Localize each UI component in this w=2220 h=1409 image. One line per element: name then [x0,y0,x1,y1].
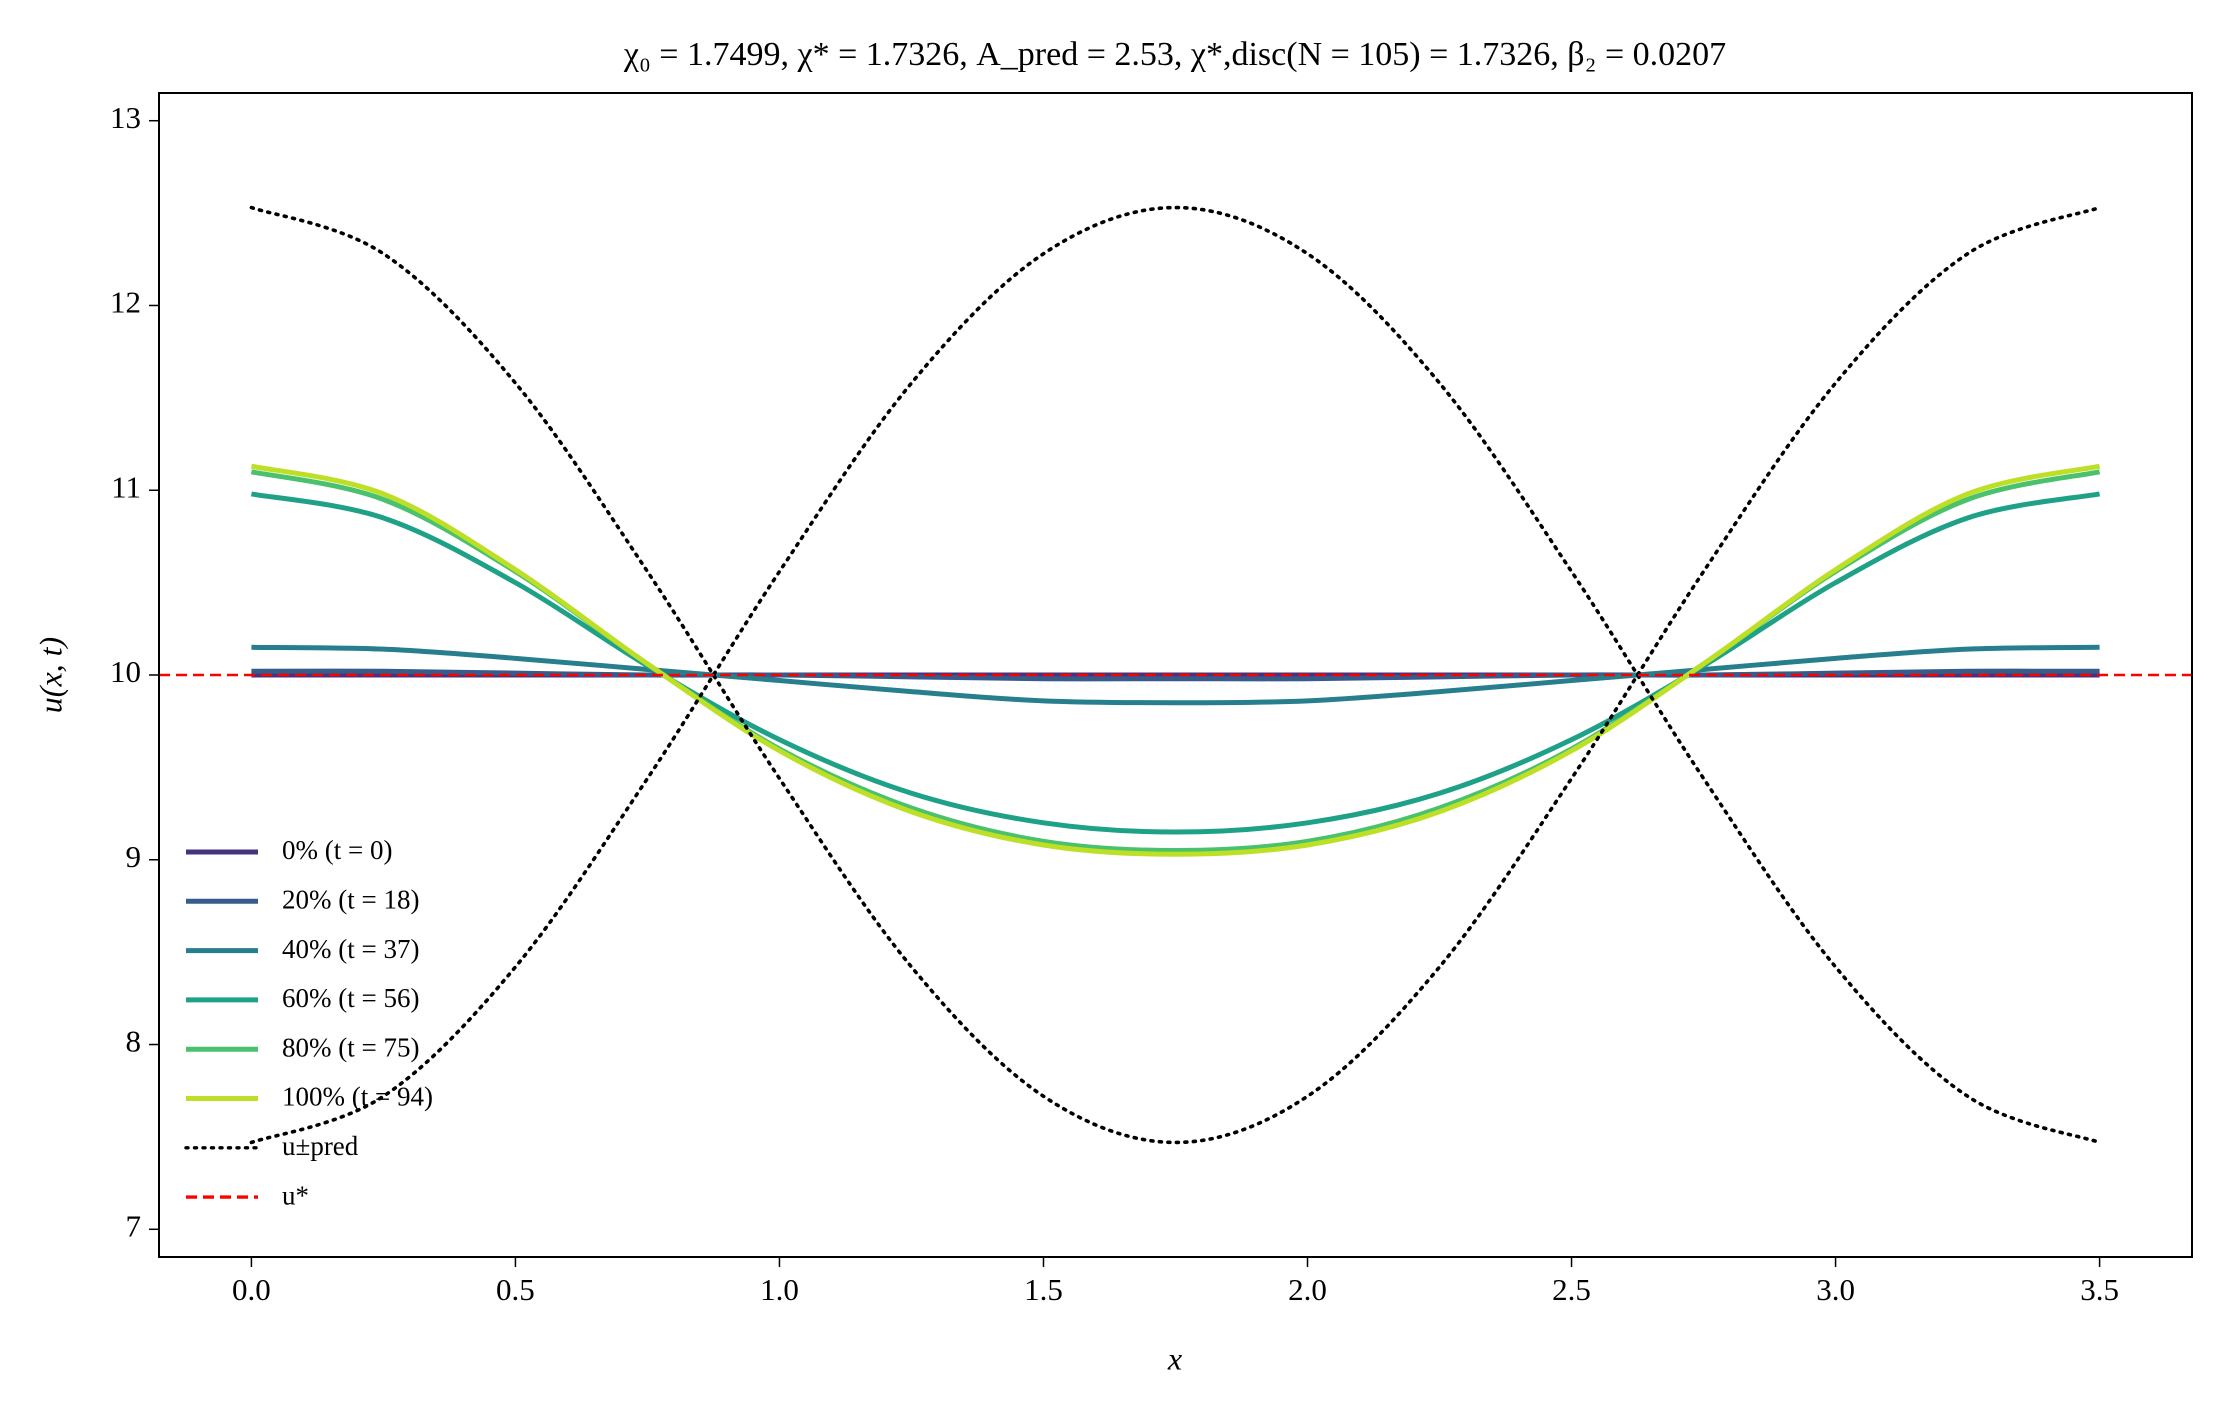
y-tick-label: 7 [126,1208,142,1243]
x-tick-label: 3.0 [1816,1272,1855,1307]
legend-label: 40% (t = 37) [282,934,419,964]
x-tick-label: 2.0 [1288,1272,1327,1307]
legend-label: 60% (t = 56) [282,983,419,1013]
x-tick-label: 1.5 [1024,1272,1063,1307]
x-tick-label: 0.0 [232,1272,271,1307]
legend-label: 20% (t = 18) [282,885,419,915]
y-axis-label: u(x, t) [32,637,68,713]
y-tick-label: 13 [110,100,141,135]
legend-label: 80% (t = 75) [282,1032,419,1062]
y-tick-label: 8 [126,1024,142,1059]
series-line [250,491,2101,835]
x-tick-label: 1.0 [760,1272,799,1307]
y-tick-label: 9 [126,839,142,874]
x-tick-label: 3.5 [2080,1272,2119,1307]
series-line [251,644,2100,706]
y-tick-label: 12 [110,285,141,320]
legend-label: 0% (t = 0) [282,835,392,865]
legend-label: u±pred [282,1131,359,1161]
y-tick-label: 11 [111,469,141,504]
series-line [249,205,2102,1145]
series-line [250,463,2101,857]
y-tick-label: 10 [110,654,141,689]
axes-frame [158,92,2193,1258]
chart-title: χ₀ = 1.7499, χ* = 1.7326, A_pred = 2.53,… [623,36,1726,73]
x-tick-label: 0.5 [496,1272,535,1307]
x-tick-label: 2.5 [1552,1272,1591,1307]
legend-label: 100% (t = 94) [282,1082,433,1112]
x-axis-label: x [1167,1340,1182,1376]
legend-label: u* [282,1180,309,1210]
series-line [249,205,2102,1145]
